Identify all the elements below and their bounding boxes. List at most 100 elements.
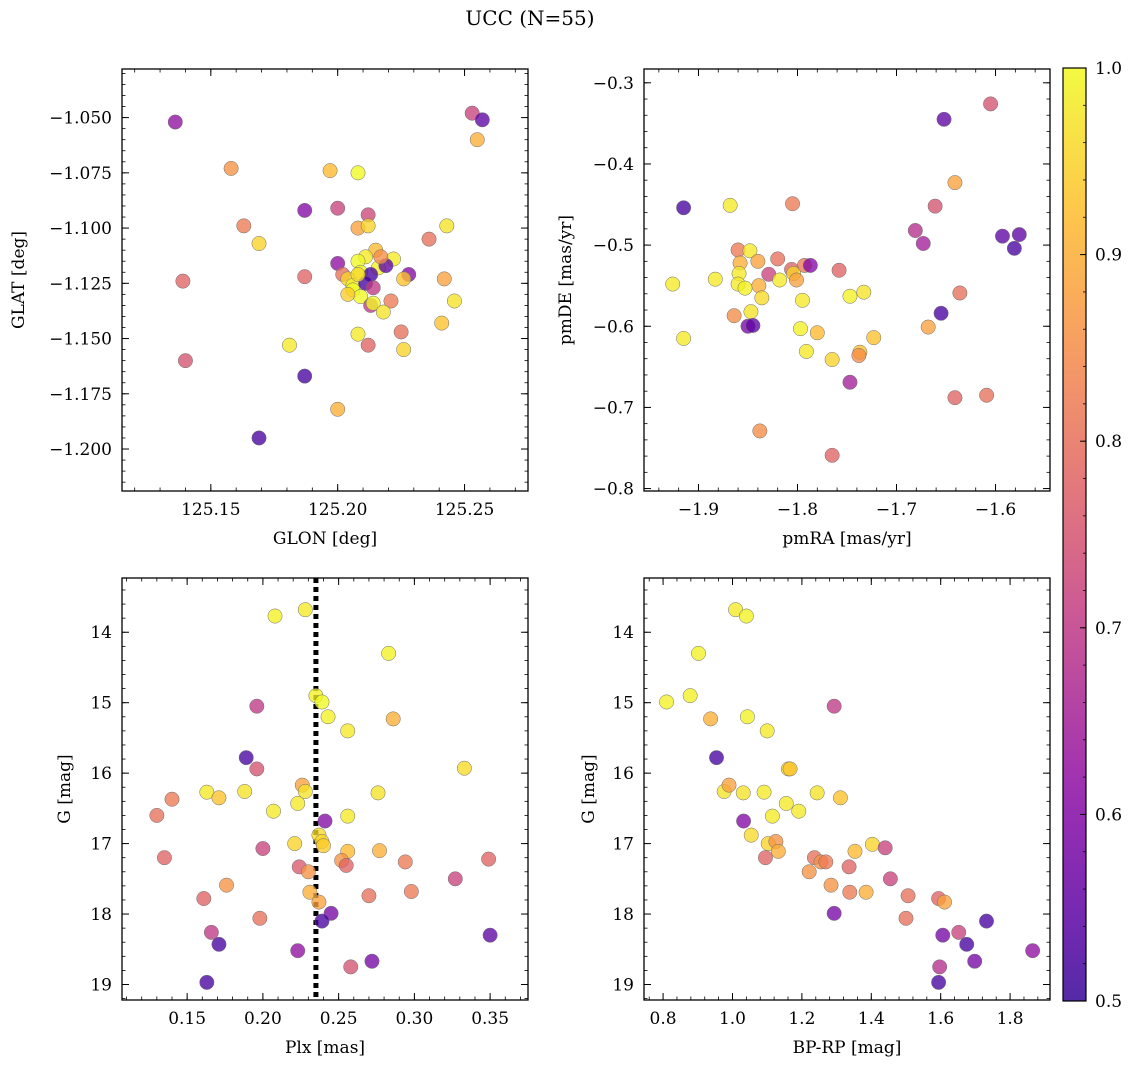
data-point <box>832 790 848 806</box>
data-point <box>300 864 316 880</box>
data-point <box>211 790 227 806</box>
data-point <box>932 959 948 975</box>
data-point <box>311 894 327 910</box>
data-point <box>842 288 858 304</box>
x-tick-label: 1.2 <box>788 1009 815 1029</box>
panel-plx-g: 0.15 0.20 0.25 0.30 0.35 14 15 16 17 18 19 Plx [mas… <box>55 577 529 1058</box>
data-point <box>947 390 963 406</box>
y-tick-label: −0.7 <box>593 398 634 418</box>
data-point <box>847 843 863 859</box>
x-axis-label: GLON [deg] <box>273 529 377 549</box>
points-glon-glat <box>167 105 490 446</box>
data-point <box>745 317 761 333</box>
data-point <box>826 698 842 714</box>
x-tick-label: −1.9 <box>678 500 719 520</box>
data-point <box>302 884 318 900</box>
data-point <box>737 280 753 296</box>
data-point <box>841 859 857 875</box>
data-point <box>322 163 338 179</box>
axes-frame <box>121 68 529 492</box>
data-point <box>736 813 752 829</box>
data-point <box>754 290 770 306</box>
data-point <box>403 884 419 899</box>
data-point <box>721 777 737 793</box>
data-point <box>252 910 268 926</box>
x-axis-label: BP-RP [mag] <box>793 1038 902 1058</box>
data-point <box>726 308 742 324</box>
data-point <box>933 305 949 321</box>
x-tick-label: 0.25 <box>320 1009 358 1029</box>
data-point <box>778 795 794 811</box>
data-point <box>340 723 356 739</box>
colorbar-tick-label: 0.7 <box>1095 619 1122 639</box>
data-point <box>951 924 967 940</box>
data-point <box>738 608 754 624</box>
data-point <box>703 711 719 727</box>
data-point <box>682 688 698 704</box>
data-point <box>177 353 193 369</box>
y-tick-label: 19 <box>612 976 634 996</box>
data-point <box>297 602 313 618</box>
y-tick-label: 19 <box>90 976 112 996</box>
data-point <box>983 96 999 112</box>
data-point <box>877 840 893 856</box>
data-point <box>791 803 807 819</box>
x-axis-label: Plx [mas] <box>285 1038 365 1058</box>
data-point <box>375 304 391 320</box>
data-point <box>397 854 413 870</box>
data-point <box>481 851 497 867</box>
data-point <box>350 326 366 342</box>
data-point <box>199 784 215 800</box>
y-axis-label: pmDE [mas/yr] <box>556 215 576 345</box>
data-point <box>238 750 254 766</box>
colorbar-tick-label: 0.9 <box>1095 246 1122 266</box>
data-point <box>251 236 267 251</box>
x-tick-label: 0.35 <box>471 1009 509 1029</box>
data-point <box>396 342 412 358</box>
x-tick-label: 1.4 <box>858 1009 885 1029</box>
colorbar-tick-label: 0.5 <box>1095 992 1122 1012</box>
data-point <box>936 111 952 127</box>
data-point <box>900 888 916 904</box>
y-tick-label: −0.8 <box>593 480 634 500</box>
y-tick-label: 17 <box>612 835 634 855</box>
data-point <box>482 927 498 943</box>
y-tick-label: 16 <box>612 764 634 784</box>
y-tick-label: 18 <box>90 905 112 925</box>
data-point <box>290 795 306 811</box>
data-point <box>361 888 377 904</box>
data-point <box>364 953 380 969</box>
data-point <box>340 808 356 824</box>
data-point <box>915 236 931 251</box>
data-point <box>249 761 265 777</box>
data-point <box>1011 227 1027 243</box>
data-point <box>920 319 936 335</box>
x-tick-label: 0.20 <box>244 1009 282 1029</box>
data-point <box>818 854 834 870</box>
data-point <box>320 709 336 725</box>
colorbar: 0.5 0.6 0.7 0.8 0.9 1.0 <box>1062 59 1122 1012</box>
data-point <box>385 711 401 727</box>
data-point <box>338 857 354 873</box>
data-point <box>752 423 768 439</box>
x-tick-label: 1.8 <box>997 1009 1024 1029</box>
data-point <box>266 803 281 819</box>
data-point <box>824 352 840 367</box>
x-tick-label: −1.6 <box>975 500 1016 520</box>
data-point <box>287 836 303 852</box>
data-point <box>864 836 880 852</box>
data-point <box>196 891 212 907</box>
y-axis-label: G [mag] <box>55 754 75 823</box>
panel-glon-glat: 125.15 125.20 125.25 −1.050 −1.075 −1.100 −1.1… <box>9 68 529 549</box>
x-tick-label: 0.30 <box>395 1009 433 1029</box>
data-point <box>456 760 472 776</box>
colorbar-tick-label: 0.6 <box>1095 805 1122 825</box>
data-point <box>707 271 723 287</box>
data-point <box>251 430 267 446</box>
data-point <box>709 750 724 766</box>
data-point <box>175 273 191 289</box>
data-point <box>995 228 1010 244</box>
data-point <box>782 761 798 777</box>
data-point <box>842 884 858 900</box>
data-point <box>360 337 376 353</box>
